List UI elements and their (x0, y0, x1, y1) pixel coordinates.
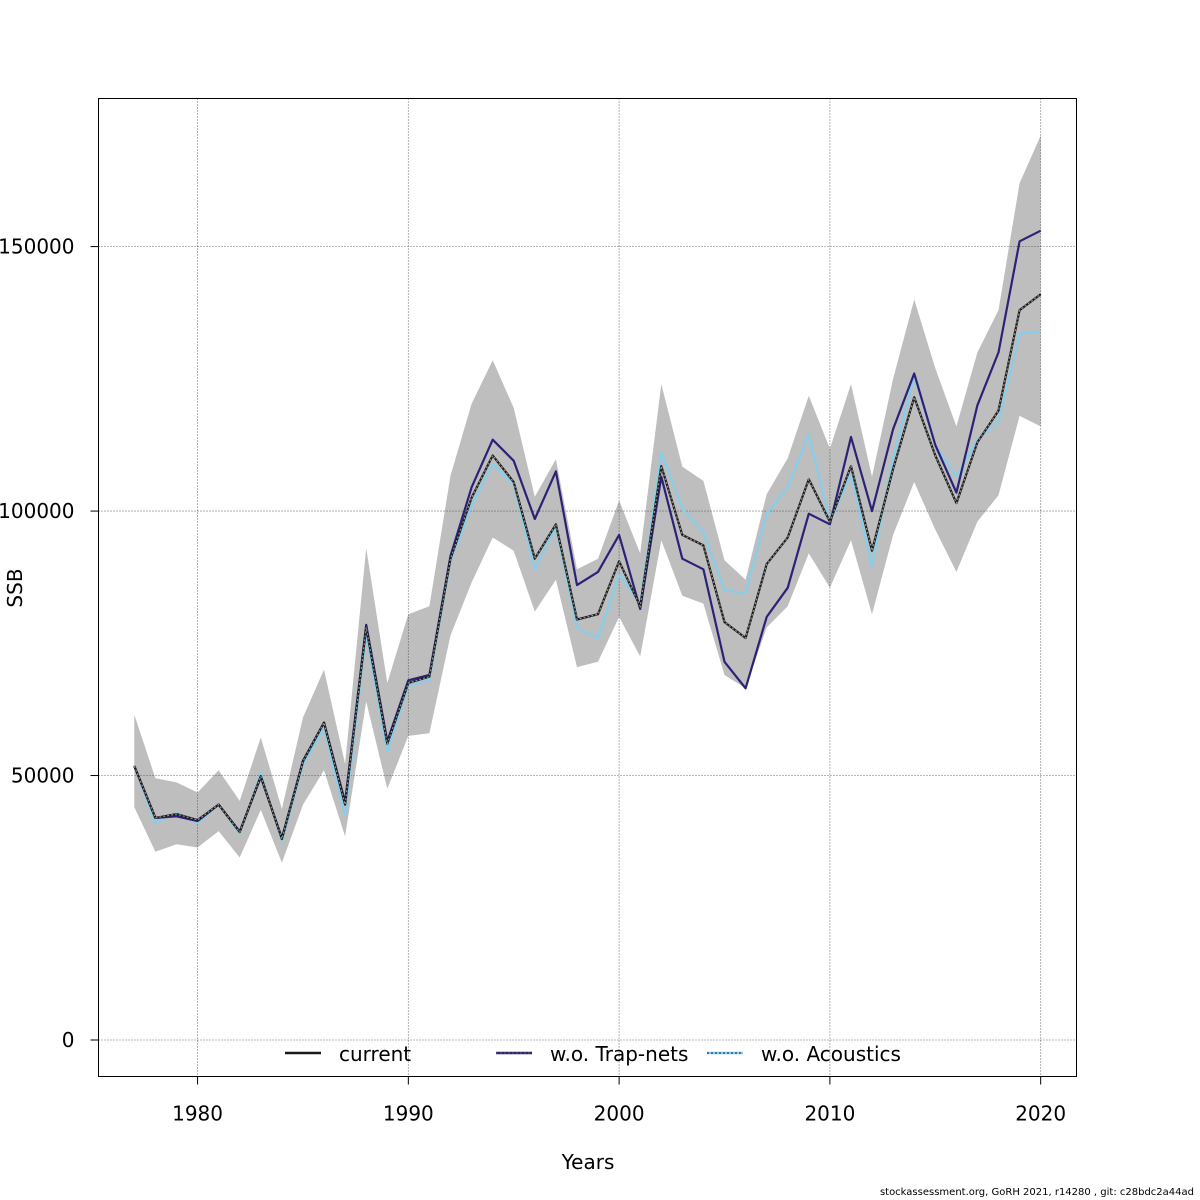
legend-item-trap-nets: w.o. Trap-nets (496, 1042, 688, 1066)
y-tick-label: 100000 (0, 499, 75, 523)
legend-item-acoustics: w.o. Acoustics (707, 1042, 901, 1066)
x-axis-title: Years (561, 1150, 615, 1174)
x-tick-label: 2000 (594, 1102, 645, 1126)
series-line-current-dots (133, 293, 1042, 841)
x-tick-label: 1990 (383, 1102, 434, 1126)
x-tick-label: 1980 (172, 1102, 223, 1126)
tick-layer: 1980 1990 2000 2010 2020 0 50000 100000 150000 (0, 235, 1066, 1126)
footer-credit: stockassessment.org, GoRH 2021, r14280 ,… (879, 1187, 1194, 1198)
x-tick-label: 2020 (1015, 1102, 1066, 1126)
legend-label-trap-nets: w.o. Trap-nets (550, 1042, 688, 1066)
y-tick-label: 150000 (0, 235, 75, 259)
series-layer (133, 229, 1042, 843)
plot-frame (98, 98, 1077, 1077)
legend-item-current: current (285, 1042, 411, 1066)
grid-layer (98, 98, 1077, 1077)
y-axis-title: SSB (3, 568, 27, 607)
y-tick-label: 0 (62, 1028, 75, 1052)
legend-label-acoustics: w.o. Acoustics (761, 1042, 901, 1066)
x-tick-label: 2010 (804, 1102, 855, 1126)
legend: current w.o. Trap-nets w.o. Acoustics (285, 1042, 901, 1066)
y-tick-label: 50000 (11, 764, 75, 788)
legend-label-current: current (339, 1042, 411, 1066)
